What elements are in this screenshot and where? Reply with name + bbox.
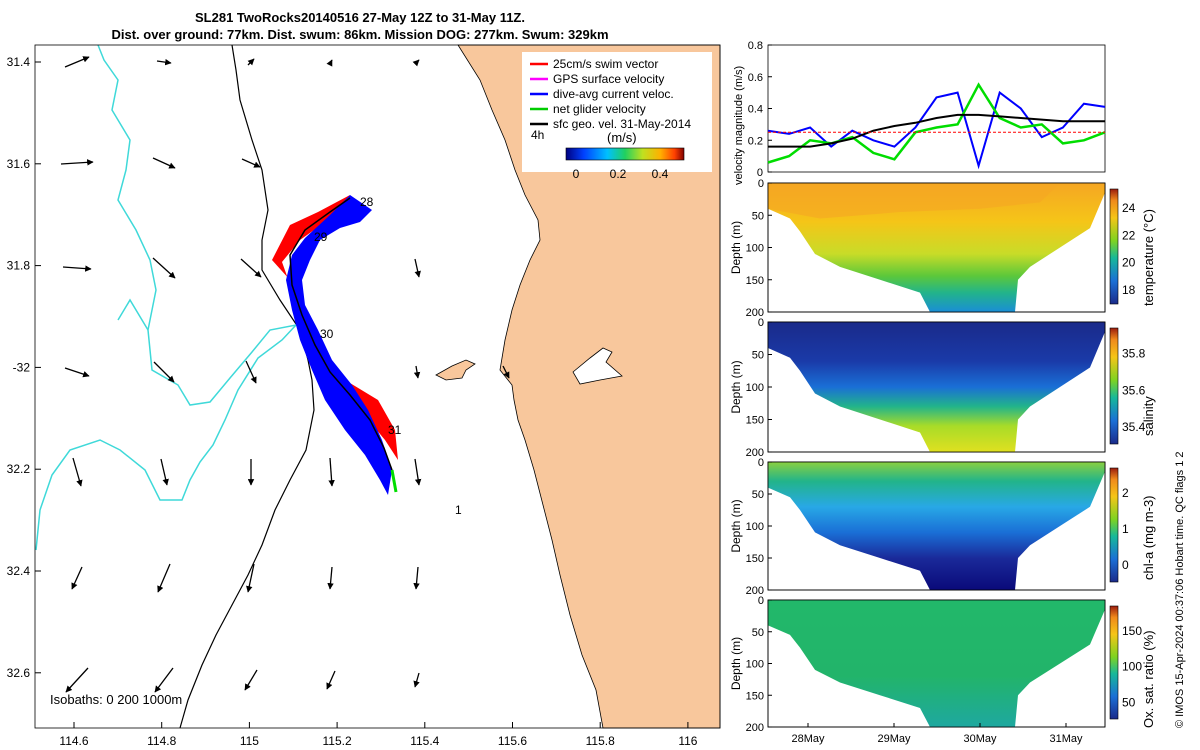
sfc-velocity-arrow — [64, 56, 90, 68]
chl-clabel: chl-a (mg m-3) — [1141, 495, 1156, 580]
lat-tick-label: 32.6 — [7, 666, 31, 680]
colorbar-unit: (m/s) — [607, 130, 637, 145]
lon-tick-label: 115.4 — [410, 734, 439, 748]
sfc-velocity-arrow — [71, 566, 83, 590]
vel-ylabel: velocity magnitude (m/s) — [733, 65, 745, 185]
legend-label: net glider velocity — [553, 102, 646, 116]
temp-clabel: temperature (°C) — [1141, 209, 1156, 306]
sfc-velocity-arrow — [244, 669, 258, 691]
track-day-label: 1 — [455, 503, 462, 517]
lon-tick-label: 114.6 — [59, 734, 88, 748]
estuary — [572, 347, 623, 385]
lat-tick-label: 32.2 — [7, 462, 31, 476]
legend-label: GPS surface velocity — [553, 72, 664, 86]
glider-track — [289, 197, 393, 471]
lon-tick-label: 115.8 — [586, 734, 615, 748]
ox-clabel: Ox. sat. ratio (%) — [1141, 630, 1156, 728]
lat-tick-label: 31.6 — [7, 157, 31, 171]
lat-tick-label: 31.8 — [7, 259, 31, 273]
sfc-velocity-arrow — [241, 158, 261, 168]
sfc-velocity-arrow — [502, 365, 510, 379]
chart-title-line1: SL281 TwoRocks20140516 27-May 12Z to 31-… — [195, 10, 525, 25]
sal-clabel: salinity — [1141, 396, 1156, 436]
velocity-colorbar — [565, 147, 685, 161]
sfc-velocity-arrow — [60, 159, 94, 166]
sfc-velocity-arrow — [72, 457, 83, 487]
swim-vector-band — [272, 195, 398, 460]
sfc-velocity-arrow — [64, 367, 90, 378]
isobath-200m — [179, 44, 315, 729]
sfc-velocity-arrow — [153, 361, 175, 383]
colorbar-tick: 0.2 — [610, 167, 627, 181]
sfc-velocity-arrow — [412, 59, 420, 67]
sfc-velocity-arrow — [247, 58, 255, 66]
lon-tick-label: 115.2 — [323, 734, 352, 748]
lon-tick-label: 115 — [240, 734, 259, 748]
sfc-velocity-arrow — [413, 365, 421, 379]
isobath-1000m-b — [117, 298, 149, 331]
sfc-velocity-arrow — [245, 360, 257, 384]
legend-label: 25cm/s swim vector — [553, 57, 658, 71]
colorbar-tick: 0.4 — [652, 167, 669, 181]
sfc-velocity-arrow — [246, 563, 255, 593]
lon-tick-label: 116 — [678, 734, 697, 748]
lon-tick-label: 115.6 — [498, 734, 527, 748]
lat-tick-label: 32.4 — [7, 564, 31, 578]
sfc-velocity-arrow — [414, 458, 422, 486]
sfc-velocity-arrow — [152, 157, 176, 169]
sfc-velocity-arrow — [414, 258, 421, 278]
lat-tick-label: 31.4 — [7, 55, 31, 69]
sfc-velocity-arrow — [157, 563, 171, 593]
current-velocity-band — [286, 195, 392, 495]
legend-4h: 4h — [531, 128, 544, 142]
sfc-velocity-arrow — [160, 458, 169, 486]
lat-tick-label: -32 — [13, 360, 31, 374]
sfc-velocity-arrow — [327, 566, 334, 590]
sfc-velocity-arrow — [152, 257, 176, 279]
isobaths-label: Isobaths: 0 200 1000m — [50, 692, 182, 707]
sfc-velocity-arrow — [240, 258, 262, 278]
sfc-velocity-arrow — [326, 59, 333, 67]
legend-label: dive-avg current veloc. — [553, 87, 674, 101]
track-day-label: 31 — [388, 423, 402, 437]
sfc-velocity-arrow — [62, 265, 92, 272]
isobath-1000m — [35, 44, 299, 551]
track-day-label: 29 — [314, 230, 328, 244]
track-day-label: 30 — [320, 327, 334, 341]
sfc-velocity-arrow — [156, 58, 172, 66]
credit-text: © IMOS 15-Apr-2024 00:37:06 Hobart time.… — [1174, 451, 1186, 728]
chart-title-line2: Dist. over ground: 77km. Dist. swum: 86k… — [111, 27, 609, 42]
lon-tick-label: 114.8 — [147, 734, 176, 748]
sfc-velocity-arrow — [65, 667, 89, 693]
sfc-velocity-arrow — [328, 457, 335, 487]
net-velocity-end — [390, 469, 398, 493]
colorbar-tick: 0 — [573, 167, 580, 181]
track-day-label: 28 — [360, 195, 374, 209]
sfc-velocity-arrow — [326, 670, 336, 690]
sfc-velocity-arrow — [413, 672, 420, 688]
island — [435, 359, 476, 381]
legend-label: sfc geo. vel. 31-May-2014 — [553, 117, 691, 131]
sfc-velocity-arrow — [154, 667, 174, 693]
sfc-velocity-arrow — [413, 566, 420, 590]
land-mass — [457, 44, 721, 729]
